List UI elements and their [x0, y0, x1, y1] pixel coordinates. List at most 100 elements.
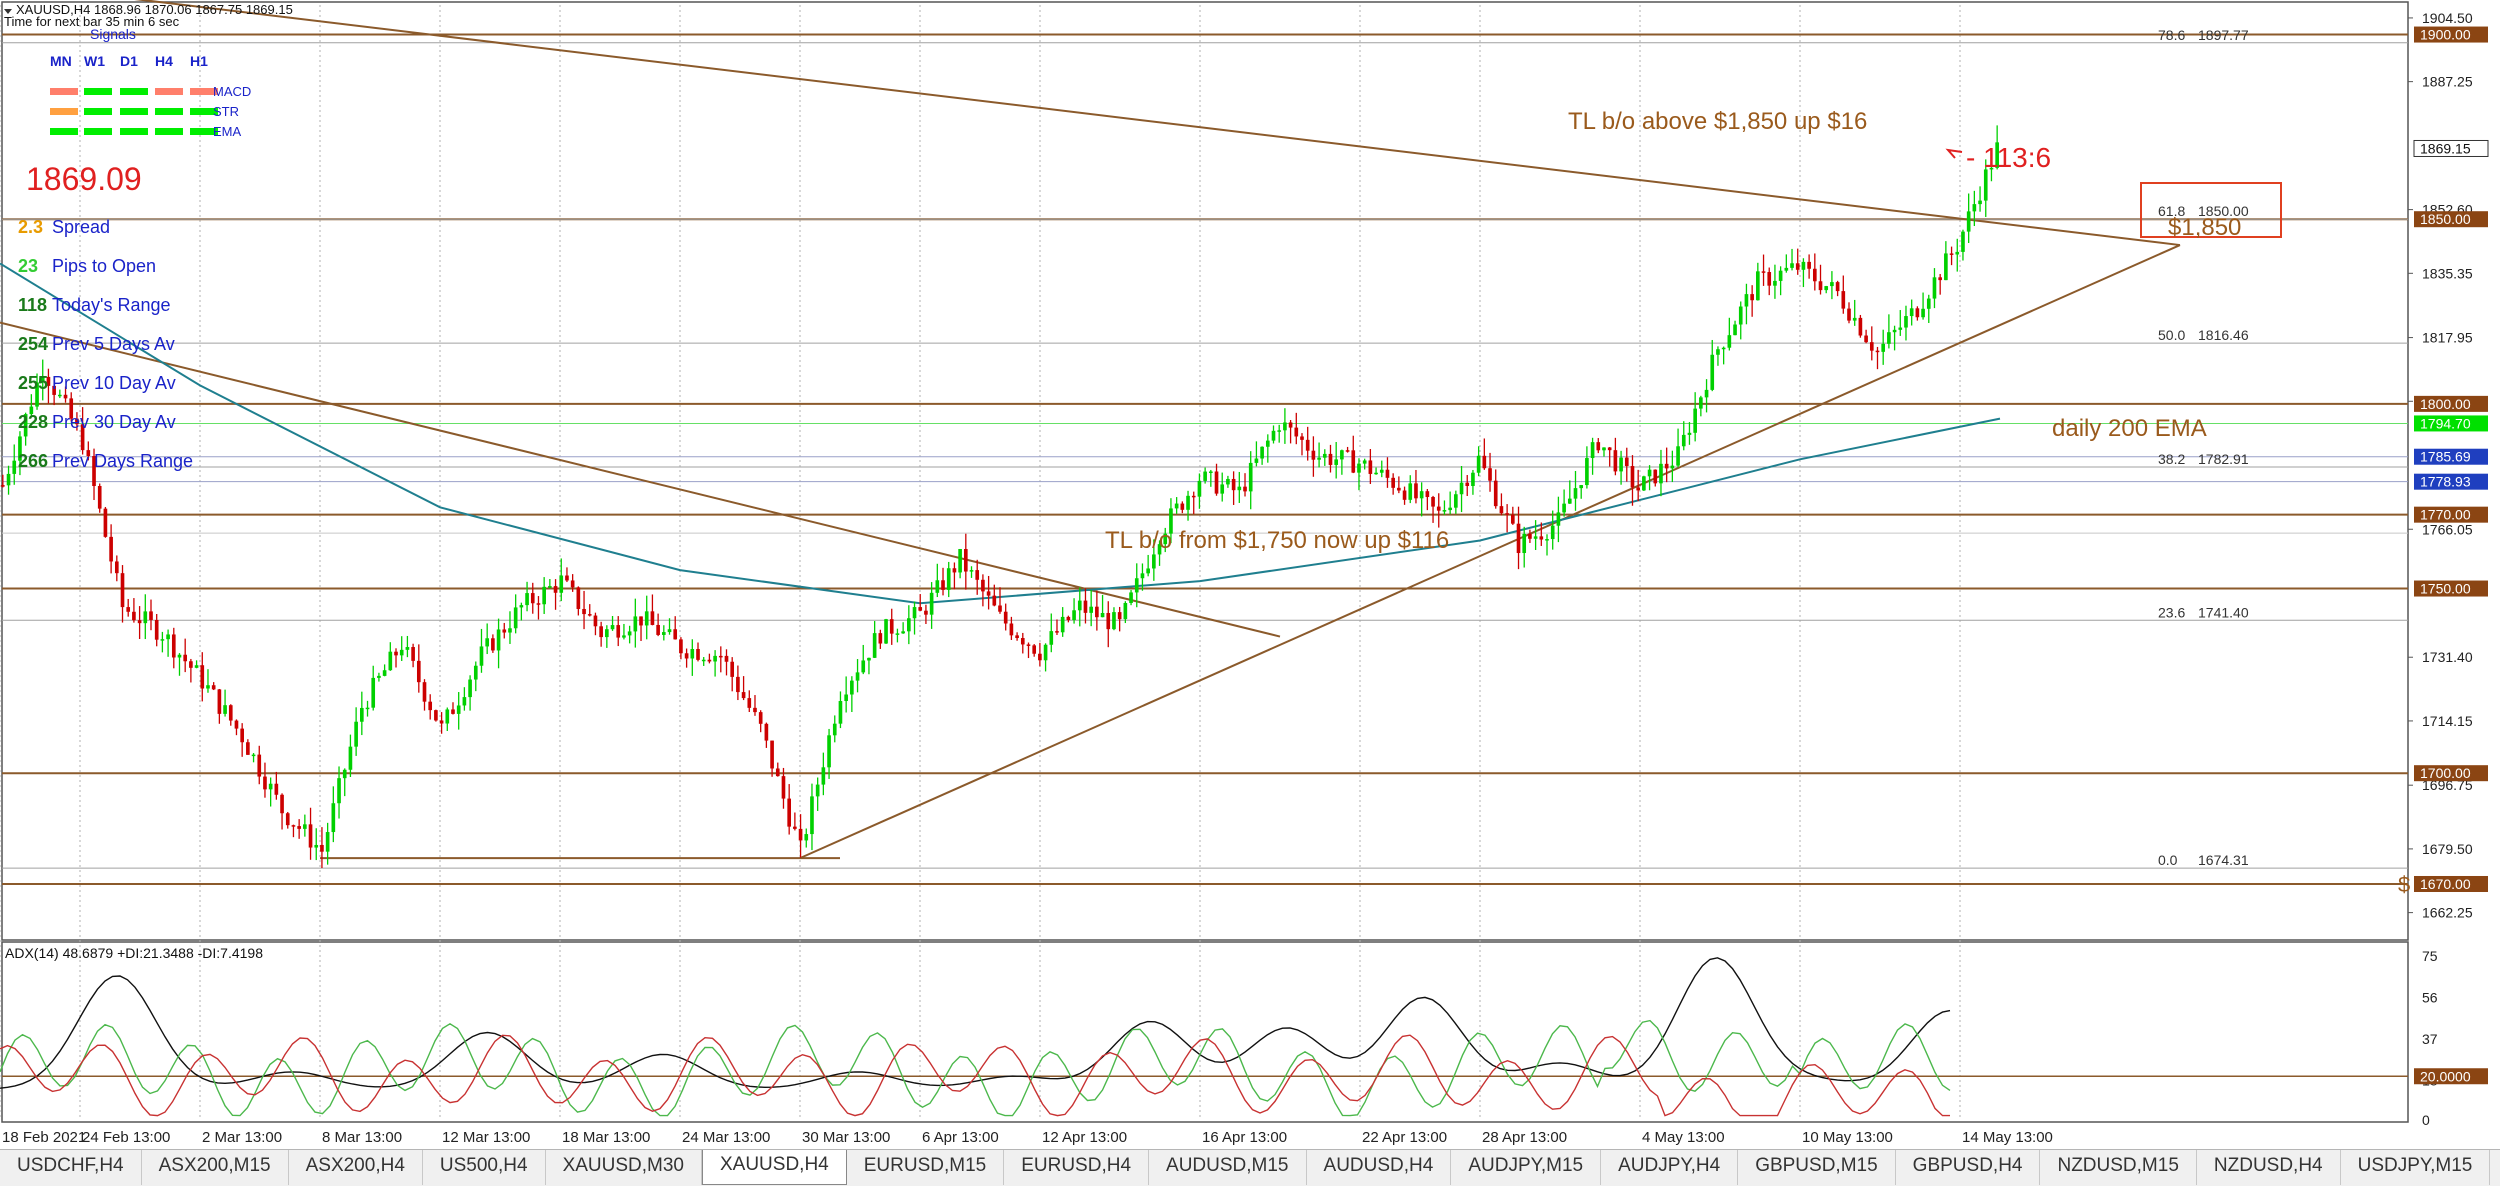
symbol-tab[interactable]: AUDUSD,H4	[1307, 1150, 1452, 1185]
symbol-tab[interactable]: US500,H4	[423, 1150, 546, 1185]
candle-body	[872, 633, 877, 658]
stat-value: 2.3	[18, 217, 43, 237]
symbol-tab[interactable]: GBPUSD,M15	[1738, 1150, 1896, 1185]
symbol-tab[interactable]: GBPUSD,H4	[1896, 1150, 2041, 1185]
candle-body	[804, 834, 809, 841]
tl-above-annotation: TL b/o above $1,850 up $16	[1568, 108, 1867, 135]
candle-body	[701, 659, 706, 662]
candle-body	[1664, 463, 1669, 469]
symbol-tab[interactable]: AUDJPY,H4	[1601, 1150, 1739, 1185]
candle-body	[1852, 317, 1857, 321]
candle-body	[1966, 211, 1971, 232]
candle-body	[166, 634, 170, 640]
candle-body	[1949, 253, 1954, 255]
candle-body	[1744, 294, 1749, 307]
candle-body	[1191, 495, 1196, 498]
timeframe-label: H1	[190, 53, 208, 69]
candle-body	[1442, 510, 1447, 512]
symbol-tab[interactable]: ASX200,M15	[142, 1150, 289, 1185]
candle-body	[1209, 471, 1213, 473]
candle-body	[388, 651, 393, 671]
timeframe-label: D1	[120, 53, 138, 69]
time-label: 18 Mar 13:00	[562, 1129, 650, 1146]
trendline[interactable]	[0, 321, 1281, 638]
price-marker-label: 1794.70	[2420, 415, 2471, 431]
level-1850-box-label: $1,850	[2168, 214, 2241, 241]
candle-body	[234, 720, 239, 729]
price-marker	[2414, 211, 2488, 228]
stat-label: Today's Range	[52, 295, 171, 315]
candle-body	[251, 754, 256, 757]
candle-body	[1180, 503, 1185, 510]
candle-body	[257, 754, 262, 777]
candle-body	[1408, 483, 1413, 500]
symbol-tab[interactable]: US	[2490, 1150, 2500, 1185]
symbol-tab[interactable]: NZDUSD,M15	[2040, 1150, 2197, 1185]
candle-body	[1989, 167, 1994, 170]
candle-body	[1072, 610, 1076, 621]
candle-body	[354, 721, 358, 747]
signal-cell	[155, 88, 183, 95]
symbol-tab[interactable]: AUDUSD,M15	[1149, 1150, 1307, 1185]
dropdown-triangle-icon[interactable]	[4, 9, 12, 14]
fib-price: 1897.77	[2198, 27, 2249, 43]
candle-body	[1585, 458, 1589, 486]
symbol-tab[interactable]: EURUSD,M15	[847, 1150, 1005, 1185]
candle-body	[661, 632, 666, 635]
candle-body	[901, 631, 905, 634]
candle-body	[1938, 277, 1942, 281]
candle-body	[798, 828, 803, 841]
candle-body	[1283, 422, 1287, 431]
candle-body	[496, 629, 501, 651]
candle-body	[1835, 282, 1840, 292]
symbol-tab[interactable]: XAUUSD,H4	[701, 1150, 847, 1185]
candle-body	[451, 709, 455, 714]
candle-body	[1402, 490, 1407, 500]
candle-body	[998, 605, 1002, 612]
fib-price: 1782.91	[2198, 451, 2249, 467]
candle-body	[434, 710, 438, 721]
candle-body	[52, 385, 56, 395]
bid-marker	[2413, 139, 2489, 157]
signal-cell	[84, 88, 112, 95]
candle-body	[1066, 616, 1071, 621]
candle-body	[1795, 263, 1800, 270]
stat-value: 23	[18, 256, 38, 276]
candle-body	[633, 616, 638, 632]
time-label: 16 Apr 13:00	[1202, 1129, 1287, 1146]
signal-cell	[84, 108, 112, 115]
symbol-tab[interactable]: XAUUSD,M30	[546, 1150, 702, 1185]
candle-body	[1459, 482, 1464, 495]
candle-body	[986, 591, 991, 596]
timeframe-label: W1	[84, 53, 105, 69]
price-tick-label: 1887.25	[2422, 74, 2473, 90]
candle-body	[1693, 408, 1697, 433]
time-label: 18 Feb 2021	[2, 1129, 86, 1146]
adx-tick-label: 37	[2422, 1031, 2438, 1047]
price-marker-label: 1800.00	[2420, 396, 2471, 412]
candle-body	[593, 615, 598, 627]
trendline[interactable]	[799, 244, 2181, 860]
trendline[interactable]	[0, 0, 2181, 247]
symbol-tab[interactable]: USDCHF,H4	[0, 1150, 142, 1185]
symbol-tab[interactable]: AUDJPY,M15	[1451, 1150, 1602, 1185]
candle-body	[958, 549, 962, 573]
symbol-tab[interactable]: USDJPY,M15	[2341, 1150, 2491, 1185]
symbol-tab[interactable]: ASX200,H4	[289, 1150, 423, 1185]
price-tick-label: 1731.40	[2422, 649, 2473, 665]
candle-body	[1448, 507, 1452, 511]
symbol-tab[interactable]: EURUSD,H4	[1004, 1150, 1150, 1185]
signal-cell	[190, 88, 218, 95]
candle-body	[411, 647, 415, 661]
signal-cell	[155, 108, 183, 115]
candle-body	[1328, 453, 1333, 465]
candle-body	[1596, 442, 1601, 451]
signal-cell	[50, 88, 78, 95]
candle-body	[348, 746, 353, 770]
symbol-tab[interactable]: NZDUSD,H4	[2197, 1150, 2341, 1185]
candle-body	[1499, 506, 1504, 514]
stat-value: 254	[18, 334, 48, 354]
candle-body	[1157, 544, 1162, 555]
